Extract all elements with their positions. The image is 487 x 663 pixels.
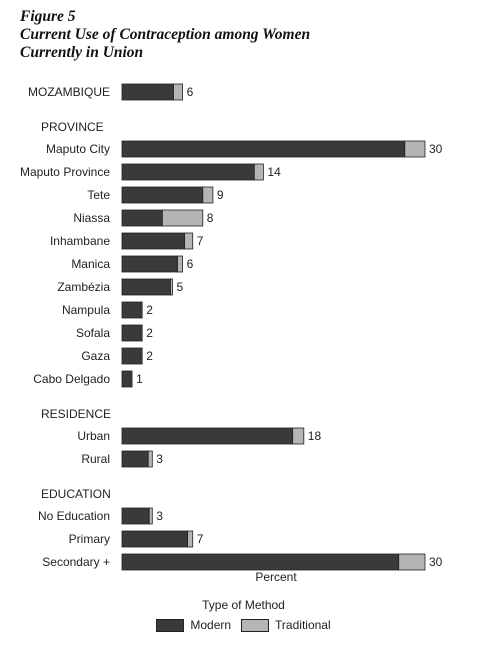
bar-modern-secondary [121, 553, 400, 571]
x-axis-label: Percent [255, 570, 297, 584]
data-label-gaza: 2 [146, 349, 153, 363]
bar-traditional-cabo-delgado [130, 370, 133, 388]
figure-title: Figure 5 Current Use of Contraception am… [20, 8, 310, 62]
legend-swatch-modern [156, 618, 185, 632]
bar-chart-layer: MOZAMBIQUE 6 PROVINCE Maputo City 30 Maputo P… [20, 83, 443, 571]
bar-modern-niassa [121, 209, 163, 227]
category-label-maputo-province: Maputo Province [20, 165, 110, 179]
data-label-cabo-delgado: 1 [136, 372, 143, 386]
bar-modern-manica [121, 255, 178, 273]
bar-traditional-mozambique [173, 83, 183, 101]
data-label-zambezia: 5 [177, 280, 184, 294]
category-label-no-education: No Education [38, 509, 110, 523]
category-label-manica: Manica [71, 257, 110, 271]
legend-label-modern: Modern [190, 618, 232, 632]
data-label-inhambane: 7 [197, 234, 204, 248]
bar-traditional-secondary [398, 553, 426, 571]
bar-traditional-maputo-province [253, 163, 264, 181]
bar-traditional-tete [202, 186, 214, 204]
data-label-secondary: 30 [429, 555, 443, 569]
bar-traditional-zambezia [170, 278, 173, 296]
category-label-niassa: Niassa [73, 211, 110, 225]
bar-modern-urban [121, 427, 294, 445]
bar-modern-rural [121, 450, 149, 468]
data-label-no-education: 3 [156, 509, 163, 523]
bar-modern-sofala [121, 324, 142, 342]
section-heading: RESIDENCE [41, 407, 111, 421]
legend-entries: Modern Traditional [0, 618, 487, 632]
bar-modern-cabo-delgado [121, 370, 132, 388]
data-label-manica: 6 [187, 257, 194, 271]
category-label-sofala: Sofala [76, 326, 110, 340]
bar-traditional-primary [187, 530, 194, 548]
bar-traditional-urban [292, 427, 305, 445]
data-label-nampula: 2 [146, 303, 153, 317]
legend-title: Type of Method [202, 598, 285, 612]
category-label-primary: Primary [69, 532, 110, 546]
data-label-primary: 7 [197, 532, 204, 546]
category-label-gaza: Gaza [81, 349, 110, 363]
category-label-rural: Rural [81, 452, 110, 466]
category-label-maputo-city: Maputo City [46, 142, 110, 156]
category-label-zambezia: Zambézia [57, 280, 110, 294]
bar-modern-maputo-city [121, 140, 406, 158]
data-label-urban: 18 [308, 429, 322, 443]
figure-title-line: Currently in Union [20, 44, 144, 61]
data-label-maputo-province: 14 [267, 165, 281, 179]
bar-traditional-niassa [161, 209, 204, 227]
bar-modern-tete [121, 186, 204, 204]
section-heading: PROVINCE [41, 120, 104, 134]
bar-traditional-maputo-city [404, 140, 426, 158]
data-label-tete: 9 [217, 188, 224, 202]
bar-modern-primary [121, 530, 189, 548]
bar-traditional-no-education [148, 507, 153, 525]
legend-item-traditional: Traditional [241, 618, 331, 632]
legend-swatch-traditional [241, 618, 270, 632]
bar-modern-no-education [121, 507, 150, 525]
legend-item-modern: Modern [156, 618, 231, 632]
bar-traditional-rural [147, 450, 153, 468]
category-label-mozambique: MOZAMBIQUE [28, 85, 110, 99]
bar-modern-zambezia [121, 278, 171, 296]
data-label-maputo-city: 30 [429, 142, 443, 156]
bar-modern-mozambique [121, 83, 174, 101]
figure-title-line: Current Use of Contraception among Women [20, 26, 311, 43]
bar-modern-nampula [121, 301, 142, 319]
bar-traditional-sofala [140, 324, 143, 342]
bar-modern-maputo-province [121, 163, 255, 181]
legend: Type of Method Modern Traditional [0, 598, 487, 632]
bar-traditional-nampula [140, 301, 143, 319]
data-label-niassa: 8 [207, 211, 214, 225]
bar-modern-gaza [121, 347, 142, 365]
category-label-secondary: Secondary + [42, 555, 110, 569]
data-label-mozambique: 6 [187, 85, 194, 99]
bar-traditional-inhambane [184, 232, 194, 250]
category-label-tete: Tete [87, 188, 110, 202]
data-label-sofala: 2 [146, 326, 153, 340]
category-label-cabo-delgado: Cabo Delgado [33, 372, 110, 386]
bar-modern-inhambane [121, 232, 186, 250]
figure-title-line: Figure 5 [20, 8, 76, 25]
category-label-urban: Urban [77, 429, 110, 443]
section-heading: EDUCATION [41, 487, 111, 501]
category-label-inhambane: Inhambane [50, 234, 110, 248]
data-label-rural: 3 [156, 452, 163, 466]
legend-label-traditional: Traditional [275, 618, 331, 632]
bar-traditional-manica [177, 255, 184, 273]
category-label-nampula: Nampula [62, 303, 110, 317]
bar-traditional-gaza [140, 347, 143, 365]
